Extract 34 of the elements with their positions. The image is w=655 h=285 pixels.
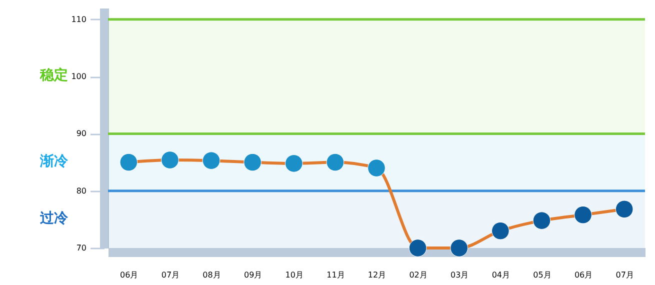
point: [161, 151, 179, 169]
point: [284, 154, 303, 172]
point: [408, 239, 427, 257]
y-tick-label: 80: [76, 186, 86, 196]
x-tick-label: 07月: [161, 270, 180, 280]
point: [202, 152, 220, 170]
band-label: 过冷: [39, 210, 69, 226]
point: [368, 159, 386, 177]
x-tick-label: 09月: [244, 270, 262, 280]
x-tick-label: 10月: [285, 270, 304, 280]
y-tick-label: 100: [71, 72, 86, 82]
point: [615, 200, 634, 218]
point: [492, 222, 510, 240]
band-label: 稳定: [39, 66, 68, 84]
x-tick-label: 08月: [202, 270, 221, 280]
x-tick-label: 05月: [533, 270, 552, 280]
y-tick-label: 70: [76, 244, 86, 252]
band-label: 渐冷: [39, 153, 69, 170]
x-tick-label: 07月: [616, 270, 634, 280]
point: [532, 212, 551, 230]
x-tick-label: 12月: [368, 270, 386, 280]
point: [244, 153, 262, 172]
point: [326, 153, 344, 172]
x-tick-label: 11月: [326, 270, 345, 280]
x-tick-label: 03月: [450, 270, 469, 280]
y-tick-label: 110: [71, 14, 86, 24]
x-tick-label: 06月: [120, 270, 138, 280]
x-tick-label: 02月: [409, 270, 428, 280]
point: [450, 239, 468, 257]
point: [574, 206, 592, 224]
x-tick-label: 04月: [492, 270, 510, 280]
point: [120, 153, 138, 172]
x-tick-label: 06月: [574, 270, 593, 280]
y-tick-label: 90: [76, 129, 86, 138]
